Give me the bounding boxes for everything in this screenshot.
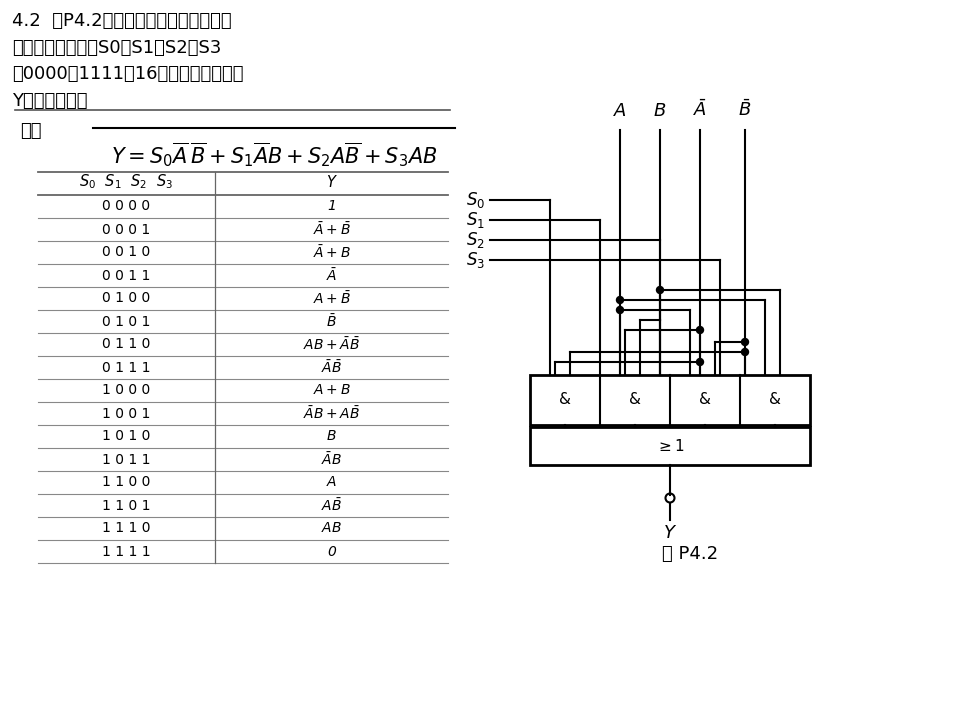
Text: 1 1 1 1: 1 1 1 1 — [102, 544, 151, 559]
Text: 0 0 0 0: 0 0 0 0 — [103, 199, 151, 214]
Circle shape — [741, 338, 749, 346]
Circle shape — [616, 297, 623, 304]
Text: $A$: $A$ — [325, 475, 337, 490]
Text: 1 0 1 0: 1 0 1 0 — [103, 430, 151, 444]
Circle shape — [657, 287, 663, 294]
Text: 0 0 1 0: 0 0 1 0 — [103, 246, 151, 259]
Text: 0 0 1 1: 0 0 1 1 — [103, 269, 151, 282]
Text: 0 1 1 1: 0 1 1 1 — [103, 361, 151, 374]
Text: 1: 1 — [327, 199, 336, 214]
Text: 0: 0 — [327, 544, 336, 559]
Text: $S_1$: $S_1$ — [466, 210, 485, 230]
Text: $\bar{A}\bar{B}$: $\bar{A}\bar{B}$ — [321, 359, 342, 376]
Text: $B$: $B$ — [326, 430, 337, 444]
Text: $S_3$: $S_3$ — [466, 250, 485, 270]
Text: $\bar{A}B+A\bar{B}$: $\bar{A}B+A\bar{B}$ — [303, 405, 360, 422]
Text: 图 P4.2: 图 P4.2 — [662, 545, 718, 563]
Text: $\bar{B}$: $\bar{B}$ — [326, 313, 337, 330]
Text: 1 0 0 1: 1 0 0 1 — [103, 407, 151, 420]
Text: 1 0 1 1: 1 0 1 1 — [103, 452, 151, 467]
Text: $S_0\ \ S_1\ \ S_2\ \ S_3$: $S_0\ \ S_1\ \ S_2\ \ S_3$ — [80, 173, 174, 192]
Text: $\bar{A}+\bar{B}$: $\bar{A}+\bar{B}$ — [313, 221, 350, 238]
Text: $\bar{A}$: $\bar{A}$ — [325, 267, 337, 284]
Text: $S_2$: $S_2$ — [467, 230, 485, 250]
Bar — [530, 375, 810, 425]
Text: 4.2  图P4.2是一个多功能逻辑函数发生: 4.2 图P4.2是一个多功能逻辑函数发生 — [12, 12, 231, 30]
Circle shape — [697, 326, 704, 333]
Text: &: & — [629, 392, 641, 408]
Text: $\bar{A}+B$: $\bar{A}+B$ — [313, 244, 350, 261]
Text: $Y$: $Y$ — [663, 524, 677, 542]
Text: $\bar{A}$: $\bar{A}$ — [693, 99, 707, 120]
Text: $\bar{B}$: $\bar{B}$ — [738, 99, 752, 120]
Text: &: & — [769, 392, 781, 408]
Text: $Y$: $Y$ — [325, 174, 338, 190]
Circle shape — [697, 359, 704, 366]
Text: 1 1 0 0: 1 1 0 0 — [103, 475, 151, 490]
Text: 0 1 0 1: 0 1 0 1 — [103, 315, 151, 328]
Text: 0 0 0 1: 0 0 0 1 — [103, 222, 151, 236]
Text: $S_0$: $S_0$ — [466, 190, 485, 210]
Text: 1 1 0 1: 1 1 0 1 — [103, 498, 151, 513]
Text: $AB$: $AB$ — [321, 521, 342, 536]
Text: $AB+\bar{A}\bar{B}$: $AB+\bar{A}\bar{B}$ — [303, 336, 360, 353]
Circle shape — [616, 307, 623, 313]
Text: $A+B$: $A+B$ — [313, 384, 350, 397]
Text: $\bar{A}B$: $\bar{A}B$ — [321, 451, 342, 468]
Text: $A\bar{B}$: $A\bar{B}$ — [321, 497, 342, 514]
Text: $\geq$1: $\geq$1 — [656, 438, 684, 454]
Text: &: & — [559, 392, 571, 408]
Text: 器电路。试写出当S0、S1、S2、S3: 器电路。试写出当S0、S1、S2、S3 — [12, 39, 222, 57]
Bar — [530, 427, 810, 465]
Text: $B$: $B$ — [654, 102, 666, 120]
Text: $A$: $A$ — [613, 102, 627, 120]
Text: Y的逻辑函数式: Y的逻辑函数式 — [12, 92, 87, 110]
Text: 0 1 0 0: 0 1 0 0 — [103, 292, 151, 305]
Text: &: & — [699, 392, 711, 408]
Text: 1 1 1 0: 1 1 1 0 — [103, 521, 151, 536]
Circle shape — [741, 348, 749, 356]
Text: 为0000～1111共16种不同状态时输出: 为0000～1111共16种不同状态时输出 — [12, 65, 244, 83]
Text: $A+\bar{B}$: $A+\bar{B}$ — [313, 290, 350, 307]
Text: 1 0 0 0: 1 0 0 0 — [103, 384, 151, 397]
Text: $Y = S_0\overline{A}\,\overline{B} + S_1\overline{A}B + S_2A\overline{B} + S_3AB: $Y = S_0\overline{A}\,\overline{B} + S_1… — [110, 140, 437, 168]
Text: 0 1 1 0: 0 1 1 0 — [103, 338, 151, 351]
Text: 解：: 解： — [20, 122, 41, 140]
